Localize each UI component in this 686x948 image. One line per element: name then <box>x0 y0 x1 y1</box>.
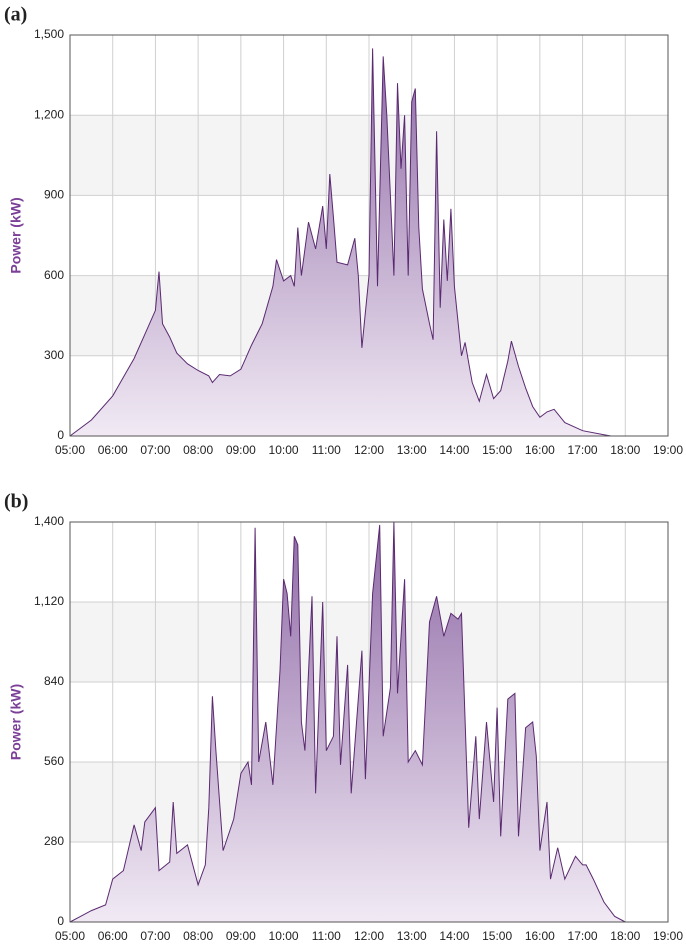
area-fill <box>70 48 611 437</box>
x-tick-label: 06:00 <box>98 929 128 943</box>
x-tick-label: 16:00 <box>525 443 555 457</box>
y-tick-label: 0 <box>57 428 64 442</box>
x-tick-label: 16:00 <box>525 929 555 943</box>
x-tick-label: 17:00 <box>568 929 598 943</box>
y-axis-label: Power (kW) <box>8 684 24 760</box>
x-tick-label: 08:00 <box>183 929 213 943</box>
panel-label: (a) <box>4 4 27 26</box>
x-tick-label: 07:00 <box>140 929 170 943</box>
x-tick-label: 09:00 <box>226 443 256 457</box>
y-axis-label: Power (kW) <box>8 197 24 273</box>
x-tick-label: 15:00 <box>482 929 512 943</box>
y-tick-label: 0 <box>57 914 64 928</box>
plot-frame <box>69 521 669 923</box>
y-tick-label: 900 <box>44 188 64 202</box>
plot-frame <box>69 34 669 437</box>
x-tick-label: 13:00 <box>397 929 427 943</box>
x-tick-label: 08:00 <box>183 443 213 457</box>
panel-label: (b) <box>4 491 28 513</box>
x-tick-label: 09:00 <box>226 929 256 943</box>
y-tick-label: 560 <box>44 754 64 768</box>
y-tick-label: 1,500 <box>34 27 64 41</box>
area-line <box>69 521 626 923</box>
x-tick-label: 11:00 <box>312 929 341 943</box>
x-tick-label: 14:00 <box>439 929 469 943</box>
x-tick-label: 18:00 <box>610 443 640 457</box>
x-tick-label: 19:00 <box>653 443 683 457</box>
y-tick-label: 300 <box>44 348 64 362</box>
y-tick-label: 1,120 <box>34 594 64 608</box>
x-tick-label: 17:00 <box>568 443 598 457</box>
area-fill <box>70 522 626 922</box>
x-tick-label: 13:00 <box>397 443 427 457</box>
x-tick-label: 15:00 <box>482 443 512 457</box>
y-tick-label: 840 <box>44 674 64 688</box>
x-tick-label: 05:00 <box>55 929 85 943</box>
area-line <box>69 48 612 437</box>
y-tick-label: 280 <box>44 834 64 848</box>
x-tick-label: 12:00 <box>354 929 384 943</box>
y-tick-label: 1,400 <box>34 514 64 528</box>
y-tick-label: 1,200 <box>34 107 64 121</box>
x-tick-label: 18:00 <box>610 929 640 943</box>
x-tick-label: 10:00 <box>269 443 299 457</box>
x-tick-label: 14:00 <box>439 443 469 457</box>
x-tick-label: 12:00 <box>354 443 384 457</box>
x-tick-label: 07:00 <box>140 443 170 457</box>
x-tick-label: 06:00 <box>98 443 128 457</box>
y-tick-label: 600 <box>44 268 64 282</box>
x-tick-label: 11:00 <box>312 443 341 457</box>
x-tick-label: 19:00 <box>653 929 683 943</box>
x-tick-label: 05:00 <box>55 443 85 457</box>
x-tick-label: 10:00 <box>269 929 299 943</box>
